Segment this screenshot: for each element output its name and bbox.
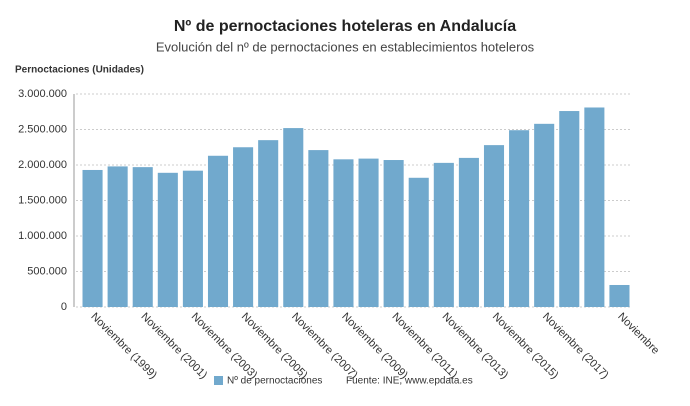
bar xyxy=(609,284,630,307)
bar xyxy=(383,160,404,307)
y-tick-label: 0 xyxy=(61,301,67,313)
y-tick-label: 2.500.000 xyxy=(18,123,67,135)
bar xyxy=(458,157,479,307)
y-tick-label: 3.000.000 xyxy=(18,88,67,100)
bar xyxy=(408,177,429,307)
bar xyxy=(584,107,605,308)
bar xyxy=(82,169,103,307)
legend-swatch xyxy=(214,376,223,385)
bar xyxy=(233,147,254,307)
source: Fuente: INE, www.epdata.es xyxy=(346,376,473,387)
bar xyxy=(333,159,354,307)
x-tick-label: Noviembre xyxy=(615,311,661,357)
y-tick-label: 1.500.000 xyxy=(18,194,67,206)
bar xyxy=(207,155,229,307)
y-tick-label: 2.000.000 xyxy=(18,159,67,171)
legend-label: Nº de pernoctaciones xyxy=(227,376,322,387)
bar xyxy=(308,150,329,307)
bar xyxy=(132,167,153,307)
bar xyxy=(283,128,304,307)
bar xyxy=(509,130,530,307)
bar xyxy=(157,172,178,307)
bar xyxy=(559,111,580,307)
bar xyxy=(483,145,505,307)
y-tick-label: 1.000.000 xyxy=(18,230,67,242)
bar xyxy=(534,123,555,307)
y-tick-label: 500.000 xyxy=(27,265,67,277)
y-axis-label: Pernoctaciones (Unidades) xyxy=(15,65,144,76)
bar xyxy=(107,166,128,307)
chart-subtitle: Evolución del nº de pernoctaciones en es… xyxy=(156,39,535,54)
chart-title: Nº de pernoctaciones hoteleras en Andalu… xyxy=(174,18,516,35)
bar xyxy=(358,158,379,307)
bar xyxy=(258,140,279,307)
bar xyxy=(182,170,203,307)
bar xyxy=(433,162,454,307)
